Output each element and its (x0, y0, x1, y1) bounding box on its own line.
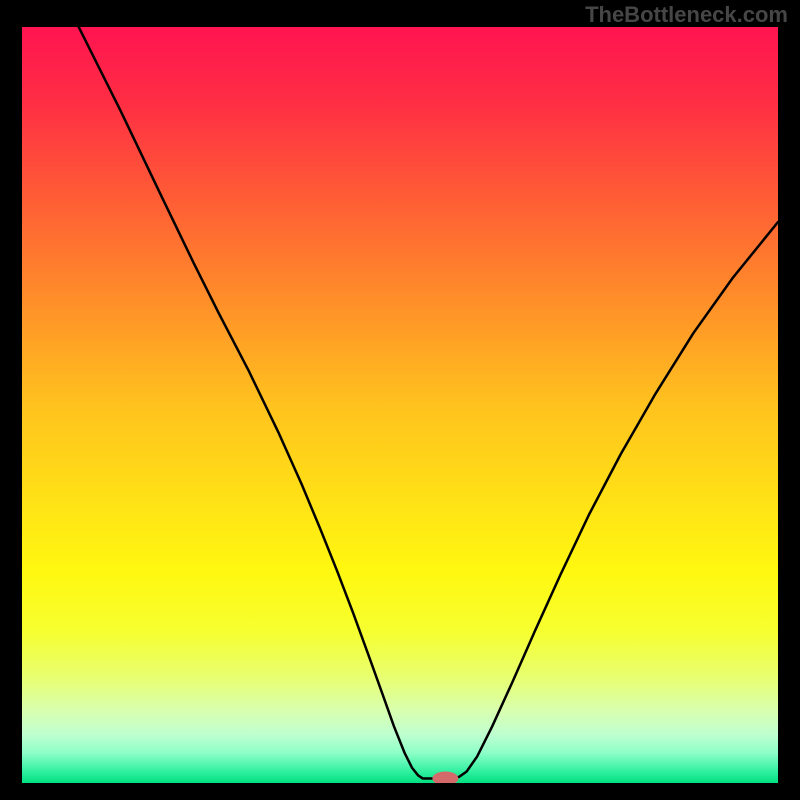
chart-container: { "watermark": { "text": "TheBottleneck.… (0, 0, 800, 800)
bottleneck-chart (22, 27, 778, 783)
watermark-text: TheBottleneck.com (585, 2, 788, 28)
